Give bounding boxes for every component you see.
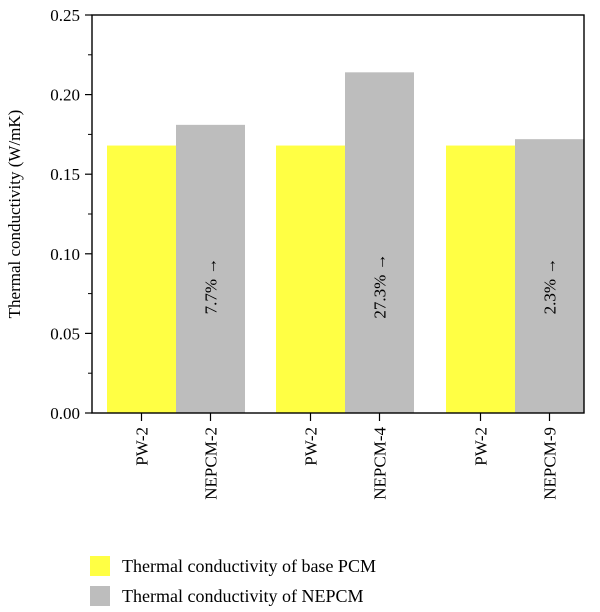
x-tick-label-base-3: PW-2 xyxy=(472,427,491,466)
x-tick-label-nepcm-2: NEPCM-4 xyxy=(371,427,390,500)
bar-nepcm-3 xyxy=(515,139,584,413)
bar-base-3 xyxy=(446,145,515,413)
bar-base-2 xyxy=(276,145,345,413)
y-tick-label-0: 0.00 xyxy=(50,404,80,423)
y-axis-label: Thermal conductivity (W/mK) xyxy=(5,110,24,319)
legend-item-base: Thermal conductivity of base PCM xyxy=(90,552,376,580)
x-tick-label-nepcm-1: NEPCM-2 xyxy=(202,427,221,500)
legend-label-nepcm: Thermal conductivity of NEPCM xyxy=(122,585,364,606)
legend-swatch-base xyxy=(90,556,110,576)
y-tick-label-5: 0.25 xyxy=(50,6,80,25)
x-tick-label-base-2: PW-2 xyxy=(302,427,321,466)
bar-base-1 xyxy=(107,145,176,413)
annotation-2: 27.3% → xyxy=(371,253,390,318)
bar-nepcm-2 xyxy=(345,72,414,413)
y-tick-label-4: 0.20 xyxy=(50,86,80,105)
y-tick-label-1: 0.05 xyxy=(50,324,80,343)
annotation-1: 7.7% → xyxy=(202,258,221,315)
plot-area: 7.7% → PW-2 NEPCM-2 27.3% → PW-2 NEPCM-4 2.3% … xyxy=(5,6,585,500)
x-tick-label-nepcm-3: NEPCM-9 xyxy=(541,427,560,500)
legend-item-nepcm: Thermal conductivity of NEPCM xyxy=(90,582,376,610)
annotation-3: 2.3% → xyxy=(541,258,560,315)
bar-nepcm-1 xyxy=(176,124,245,414)
legend: Thermal conductivity of base PCM Thermal… xyxy=(90,552,376,612)
y-tick-label-3: 0.15 xyxy=(50,165,80,184)
x-tick-label-base-1: PW-2 xyxy=(133,427,152,466)
y-tick-label-2: 0.10 xyxy=(50,245,80,264)
legend-swatch-nepcm xyxy=(90,586,110,606)
legend-label-base: Thermal conductivity of base PCM xyxy=(122,555,376,576)
